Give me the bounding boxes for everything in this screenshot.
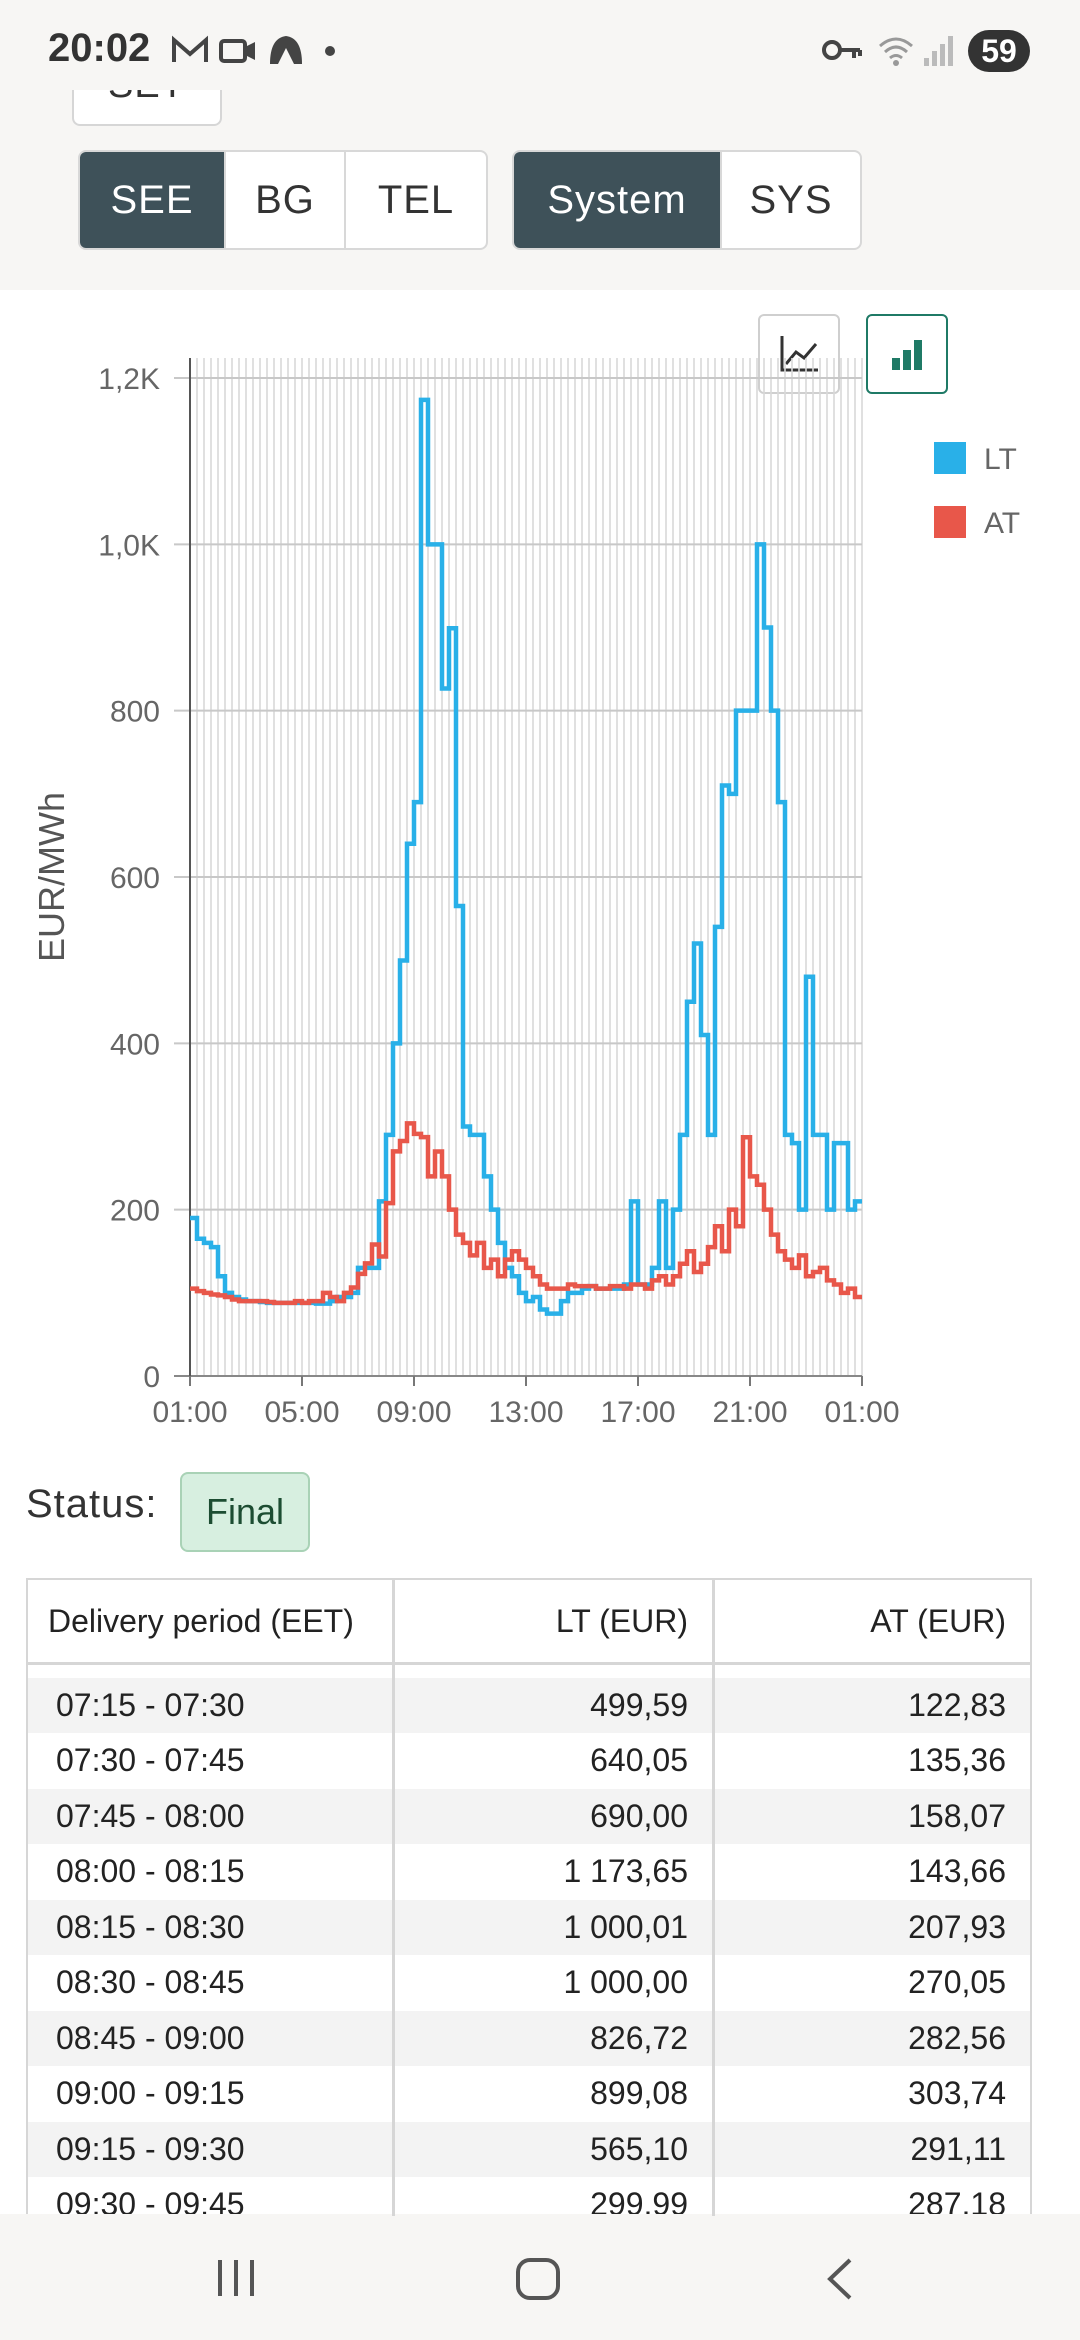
at-price-cell: 303,74 [908,2075,1006,2111]
signal-icon [924,36,953,66]
column-header-lt[interactable]: LT (EUR) [555,1603,688,1639]
x-tick-label: 13:00 [488,1396,563,1429]
lt-price-cell: 690,00 [590,1797,688,1834]
y-tick-label: 400 [110,1028,160,1061]
period-cell: 09:15 - 09:30 [56,2130,245,2167]
table-row[interactable]: 09:15 - 09:30 565,10 291,11 [28,2121,1030,2177]
navigation-bar [0,2214,1080,2340]
lt-price-cell: 565,10 [590,2130,688,2167]
period-cell: 08:15 - 08:30 [56,1908,245,1945]
at-price-cell: 143,66 [908,1853,1006,1889]
y-tick-label: 600 [110,862,160,895]
video-call-icon [219,39,255,63]
mode-selector: System SYS [512,150,862,250]
chart-panel: 0 200 400 600 800 1,0K 1,2K 01:00 05:00 09:00 13:0… [0,290,1080,1450]
column-divider [712,1580,715,2216]
y-tick-label: 200 [110,1195,160,1228]
lt-price-cell: 299,99 [590,2186,688,2216]
filter-header: SET SEE BG TEL System SYS [0,90,1080,290]
home-icon[interactable] [514,2256,562,2302]
at-price-cell: 287,18 [908,2186,1006,2216]
lt-price-cell: 499,59 [590,1686,688,1723]
period-cell: 08:45 - 09:00 [56,2019,245,2056]
period-cell: 07:15 - 07:30 [56,1686,245,1723]
tab-sys[interactable]: SYS [720,152,860,248]
at-price-cell: 207,93 [908,1908,1006,1945]
clock: 20:02 [48,26,151,70]
table-row[interactable]: 08:00 - 08:15 1 173,65 143,66 [28,1844,1030,1900]
table-row[interactable]: 07:30 - 07:45 640,05 135,36 [28,1733,1030,1789]
y-tick-label: 1,0K [98,529,160,562]
at-price-cell: 135,36 [908,1742,1006,1778]
period-cell: 07:30 - 07:45 [56,1742,245,1778]
x-tick-label: 01:00 [824,1396,899,1429]
at-price-cell: 158,07 [908,1797,1006,1834]
price-chart: 0 200 400 600 800 1,0K 1,2K 01:00 05:00 09:00 13:0… [31,358,1020,1429]
legend-label-lt: LT [984,443,1017,476]
y-axis-label: EUR/MWh [31,792,72,962]
at-price-cell: 291,11 [910,2130,1007,2167]
table-header: Delivery period (EET) LT (EUR) AT (EUR) [28,1580,1030,1665]
wifi-icon [879,37,913,66]
table-row[interactable]: 07:15 - 07:30 499,59 122,83 [28,1677,1030,1733]
tab-system[interactable]: System [514,152,720,248]
period-cell: 08:30 - 08:45 [56,1964,245,2000]
lt-price-cell: 899,08 [590,2075,688,2111]
table-row[interactable]: 08:15 - 08:30 1 000,01 207,93 [28,1899,1030,1955]
price-table: 07:00 - 07:15400,03106,4807:15 - 07:3049… [26,1578,1032,2216]
bar-chart-toggle[interactable] [866,314,948,394]
back-icon[interactable] [822,2256,858,2302]
period-cell: 09:30 - 09:45 [56,2186,245,2216]
table-row[interactable]: 08:45 - 09:00 826,72 282,56 [28,2010,1030,2066]
lt-price-cell: 1 000,00 [563,1964,688,2000]
vpn-key-icon [822,40,862,60]
recent-apps-icon[interactable] [214,2258,258,2298]
series-line-at [190,1121,862,1306]
period-cell: 08:00 - 08:15 [56,1853,245,1889]
period-cell: 07:45 - 08:00 [56,1797,245,1834]
status-label: Status: [26,1482,158,1526]
lt-price-cell: 1 173,65 [563,1853,688,1889]
tab-see[interactable]: SEE [80,152,224,248]
lt-price-cell: 1 000,01 [563,1908,688,1945]
tab-bg[interactable]: BG [224,152,344,248]
at-price-cell: 122,83 [908,1686,1006,1723]
at-price-cell: 270,05 [908,1964,1006,2000]
table-row[interactable]: 08:30 - 08:45 1 000,00 270,05 [28,1955,1030,2011]
set-button[interactable]: SET [72,90,222,126]
app-icon [270,36,302,64]
table-row[interactable]: 09:30 - 09:45 299,99 287,18 [28,2177,1030,2216]
status-badge: Final [180,1472,310,1552]
table-row[interactable]: 07:45 - 08:00 690,00 158,07 [28,1788,1030,1844]
region-selector: SEE BG TEL [78,150,488,250]
x-tick-label: 09:00 [376,1396,451,1429]
set-button-label: SET [108,90,185,107]
lt-price-cell: 640,05 [590,1742,688,1778]
dot-icon [325,46,335,56]
x-tick-label: 01:00 [152,1396,227,1429]
table-row[interactable]: 09:00 - 09:15 899,08 303,74 [28,2066,1030,2122]
y-tick-label: 800 [110,696,160,729]
column-divider [392,1580,395,2216]
column-header-at[interactable]: AT (EUR) [870,1603,1006,1639]
x-tick-label: 05:00 [264,1396,339,1429]
bar-chart-icon [892,340,922,370]
period-cell: 09:00 - 09:15 [56,2075,245,2111]
gmail-icon [172,35,208,62]
status-bar: 20:02 59 [0,0,1080,100]
table-body[interactable]: 07:00 - 07:15400,03106,4807:15 - 07:3049… [28,1622,1030,2216]
legend-label-at: AT [984,507,1020,540]
x-tick-label: 21:00 [712,1396,787,1429]
y-tick-label: 0 [143,1361,160,1394]
tab-tel[interactable]: TEL [344,152,486,248]
legend-swatch-at [934,506,966,538]
x-tick-label: 17:00 [600,1396,675,1429]
at-price-cell: 282,56 [908,2019,1006,2056]
column-header-period[interactable]: Delivery period (EET) [48,1603,354,1639]
y-tick-label: 1,2K [98,363,160,396]
legend-swatch-lt [934,442,966,474]
battery-indicator: 59 [968,30,1030,72]
lt-price-cell: 826,72 [590,2019,688,2056]
